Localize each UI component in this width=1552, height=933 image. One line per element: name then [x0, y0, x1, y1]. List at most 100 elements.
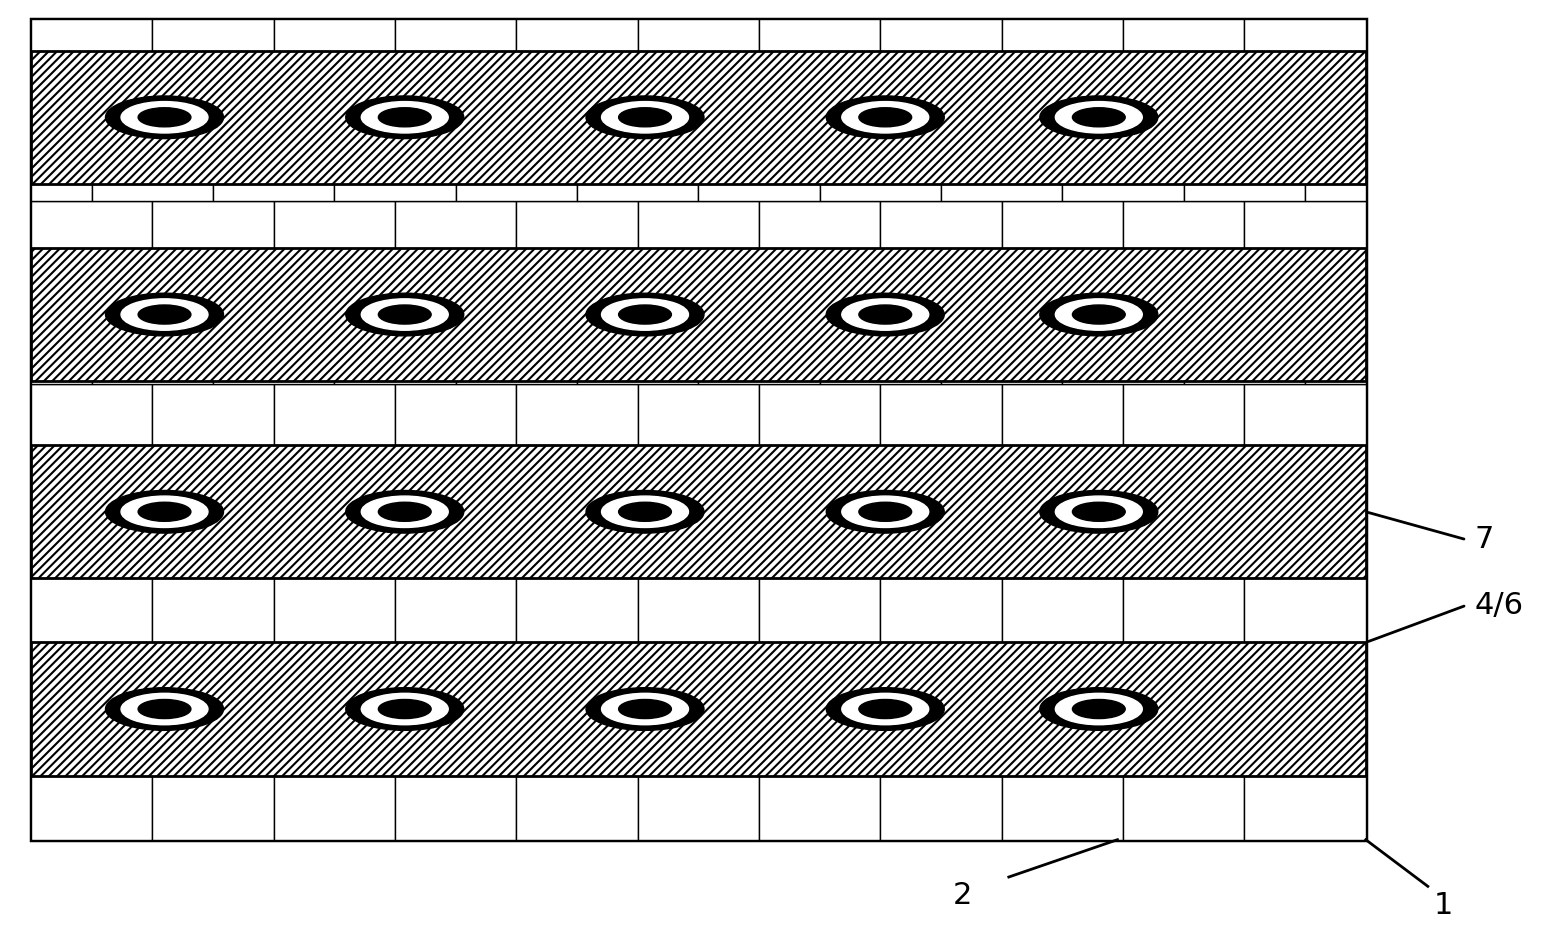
Bar	[396, 748, 517, 840]
Bar	[819, 110, 941, 202]
Bar	[941, 110, 1063, 202]
Text: 1: 1	[1434, 890, 1453, 920]
Ellipse shape	[841, 496, 928, 527]
Bar	[517, 748, 638, 840]
Bar	[759, 748, 880, 840]
Bar	[273, 383, 396, 475]
Bar	[638, 383, 759, 475]
Bar	[31, 292, 92, 383]
Ellipse shape	[858, 700, 911, 718]
Bar	[819, 292, 941, 383]
Ellipse shape	[346, 688, 464, 731]
Ellipse shape	[619, 305, 672, 324]
Bar	[880, 19, 1001, 110]
Bar	[517, 202, 638, 292]
Bar	[152, 202, 273, 292]
Bar	[31, 110, 92, 202]
Ellipse shape	[587, 293, 705, 336]
Ellipse shape	[362, 299, 449, 330]
Bar	[880, 202, 1001, 292]
Bar	[577, 657, 698, 748]
Bar	[1305, 475, 1366, 566]
Ellipse shape	[1040, 293, 1158, 336]
Bar	[456, 657, 577, 748]
Bar	[396, 566, 517, 657]
Bar	[698, 475, 819, 566]
Ellipse shape	[1072, 502, 1125, 522]
Ellipse shape	[858, 107, 911, 127]
Ellipse shape	[587, 688, 705, 731]
Ellipse shape	[841, 102, 928, 133]
Ellipse shape	[1072, 700, 1125, 718]
Ellipse shape	[379, 107, 431, 127]
Ellipse shape	[619, 700, 672, 718]
Bar	[31, 383, 152, 475]
Bar	[1305, 657, 1366, 748]
Bar	[1245, 19, 1366, 110]
Bar	[334, 475, 456, 566]
Bar	[941, 292, 1063, 383]
Text: 7: 7	[1474, 525, 1493, 554]
Bar	[31, 50, 1366, 184]
Ellipse shape	[619, 107, 672, 127]
Bar	[92, 110, 213, 202]
Bar	[92, 475, 213, 566]
Ellipse shape	[1040, 491, 1158, 533]
Ellipse shape	[1040, 688, 1158, 731]
Ellipse shape	[121, 693, 208, 725]
Ellipse shape	[1055, 299, 1142, 330]
Bar	[1063, 657, 1184, 748]
Ellipse shape	[362, 496, 449, 527]
Ellipse shape	[362, 102, 449, 133]
Bar	[941, 475, 1063, 566]
Bar	[759, 383, 880, 475]
Ellipse shape	[138, 107, 191, 127]
Bar	[273, 202, 396, 292]
Ellipse shape	[841, 299, 928, 330]
Ellipse shape	[602, 102, 689, 133]
Bar	[1184, 475, 1305, 566]
Bar	[456, 292, 577, 383]
Bar	[31, 657, 92, 748]
Bar	[698, 110, 819, 202]
Bar	[517, 566, 638, 657]
Ellipse shape	[346, 96, 464, 139]
Bar	[456, 110, 577, 202]
Ellipse shape	[379, 700, 431, 718]
Ellipse shape	[587, 491, 705, 533]
Bar	[517, 383, 638, 475]
Bar	[1001, 383, 1124, 475]
Text: 4/6: 4/6	[1474, 591, 1524, 620]
Bar	[698, 657, 819, 748]
Bar	[152, 383, 273, 475]
Bar	[1124, 202, 1245, 292]
Bar	[1245, 383, 1366, 475]
Ellipse shape	[1055, 496, 1142, 527]
Ellipse shape	[1072, 107, 1125, 127]
Bar	[1184, 292, 1305, 383]
Ellipse shape	[138, 700, 191, 718]
Bar	[334, 657, 456, 748]
Bar	[638, 748, 759, 840]
Ellipse shape	[619, 502, 672, 522]
Bar	[1305, 110, 1366, 202]
Ellipse shape	[138, 502, 191, 522]
Bar	[517, 19, 638, 110]
Ellipse shape	[826, 688, 944, 731]
Bar	[698, 292, 819, 383]
Bar	[1124, 566, 1245, 657]
Bar	[638, 202, 759, 292]
Bar	[31, 248, 1366, 381]
Ellipse shape	[121, 102, 208, 133]
Bar	[31, 202, 152, 292]
Bar	[1063, 475, 1184, 566]
Ellipse shape	[602, 693, 689, 725]
Bar	[213, 657, 334, 748]
Ellipse shape	[121, 496, 208, 527]
Bar	[273, 566, 396, 657]
Ellipse shape	[121, 299, 208, 330]
Bar	[31, 445, 1366, 578]
Ellipse shape	[602, 496, 689, 527]
Bar	[213, 110, 334, 202]
Bar	[1305, 292, 1366, 383]
